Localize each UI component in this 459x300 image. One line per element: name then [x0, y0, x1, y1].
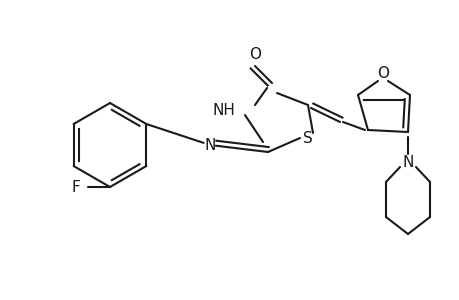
Text: O: O [248, 46, 260, 62]
Text: S: S [302, 130, 312, 146]
Text: N: N [402, 154, 413, 169]
Text: F: F [71, 179, 80, 194]
Text: O: O [376, 65, 388, 80]
Text: NH: NH [212, 103, 235, 118]
Text: N: N [204, 137, 215, 152]
